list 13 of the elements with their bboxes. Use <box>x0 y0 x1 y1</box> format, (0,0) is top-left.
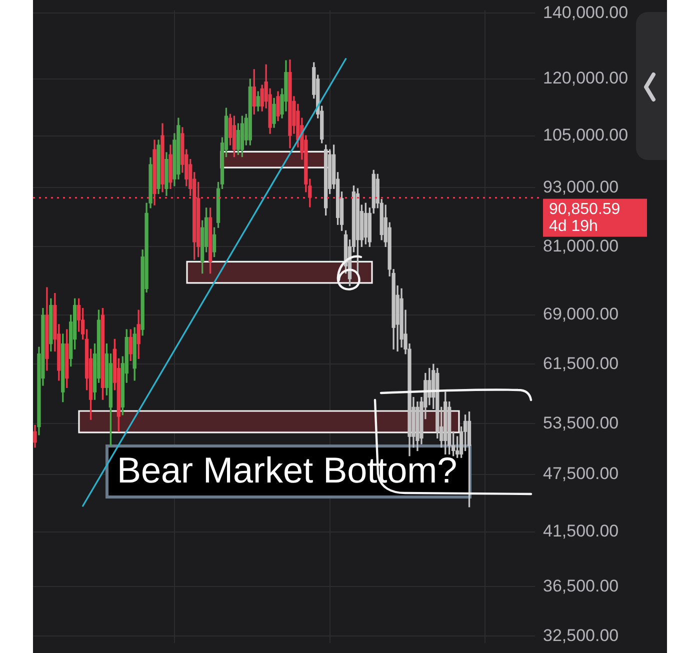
y-tick-label: 61,500.00 <box>543 354 619 373</box>
ref-line-label: 90,850.59 4d 19h <box>549 201 620 236</box>
y-tick-label: 81,000.00 <box>543 236 619 256</box>
y-tick-label: 32,500.00 <box>543 626 619 645</box>
y-tick-label: 53,500.00 <box>543 413 619 432</box>
y-tick-label: 36,500.00 <box>543 576 619 596</box>
y-tick-label: 41,500.00 <box>543 522 619 541</box>
y-tick-label: 69,000.00 <box>543 304 619 324</box>
y-tick-label: 120,000.00 <box>543 68 628 88</box>
y-tick-label: 105,000.00 <box>543 126 628 145</box>
y-tick-label: 140,000.00 <box>543 2 628 22</box>
y-tick-label: 93,000.00 <box>543 177 619 196</box>
y-tick-label: 47,500.00 <box>543 464 619 483</box>
